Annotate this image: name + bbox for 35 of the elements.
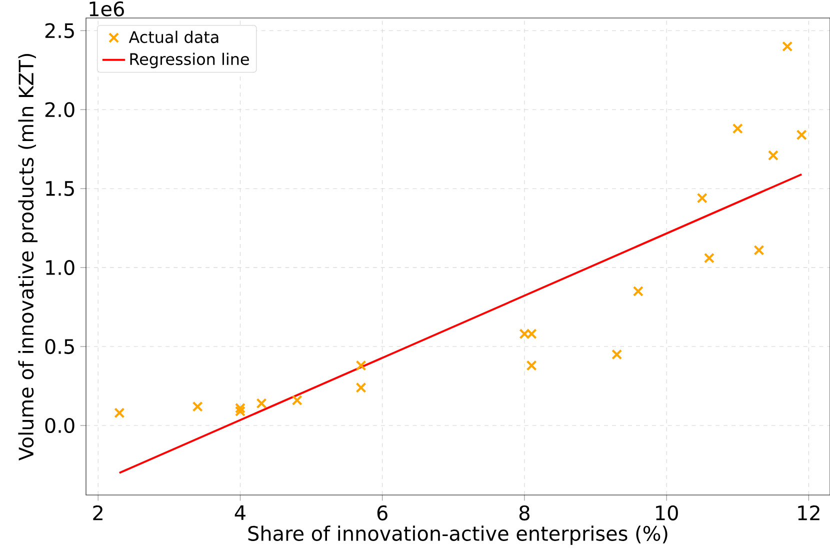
point — [782, 41, 793, 52]
legend-label: Actual data — [128, 30, 218, 44]
point — [754, 244, 764, 256]
point — [356, 382, 366, 393]
point — [632, 286, 644, 297]
x-tick-label: 12 — [798, 505, 820, 520]
point — [696, 192, 708, 204]
x-axis-title: Share of innovation-active enterprises (%) — [248, 526, 668, 545]
y-axis-title: Volume of innovative products (mln KZT) — [18, 54, 38, 461]
x-tick-label: 8 — [519, 505, 530, 520]
point — [114, 408, 125, 418]
point — [292, 394, 302, 406]
point — [192, 401, 203, 412]
point — [796, 130, 807, 140]
x-tick-label: 2 — [93, 505, 102, 520]
point — [234, 406, 246, 417]
x-tick-label: 10 — [656, 505, 678, 520]
point — [768, 150, 778, 161]
y-tick-label: 0.5 — [45, 338, 74, 354]
y-tick-label: 1.5 — [46, 181, 74, 196]
point — [256, 398, 267, 409]
text: 1e6 — [90, 1, 124, 16]
point — [612, 349, 622, 360]
point — [356, 360, 366, 371]
x-tick-label: 4 — [234, 505, 246, 520]
point — [704, 252, 714, 264]
y-tick-label: 2.0 — [45, 102, 74, 118]
point — [732, 123, 743, 134]
legend-label: Regression line — [130, 52, 249, 68]
y-tick-label: 0.0 — [45, 418, 74, 434]
x-tick-label: 6 — [377, 505, 388, 520]
point — [526, 360, 537, 371]
y-tick-label: 1.0 — [46, 260, 74, 276]
y-tick-label: 2.5 — [45, 23, 74, 38]
point — [234, 402, 246, 414]
